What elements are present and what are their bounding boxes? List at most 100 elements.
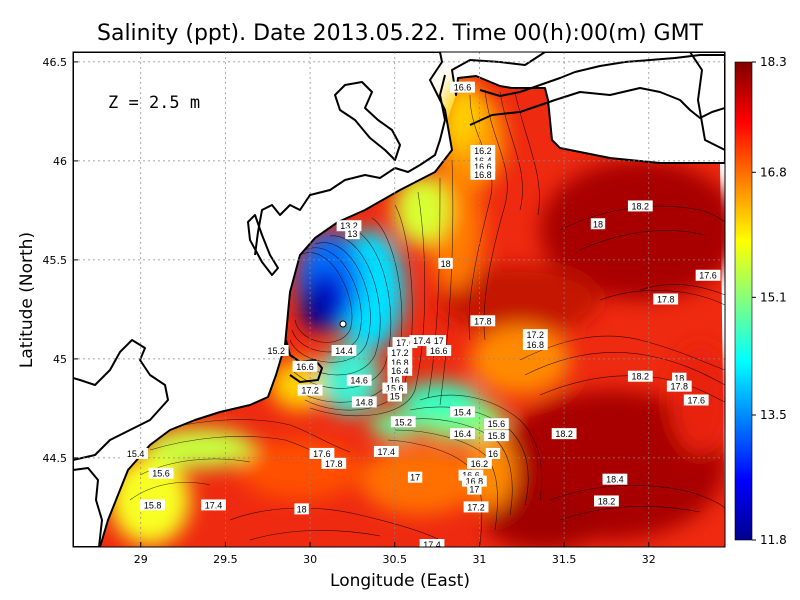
contour-label-text: 15.4 — [127, 449, 145, 459]
contour-label: 15.6 — [148, 467, 174, 479]
x-axis-label: Longitude (East) — [330, 571, 470, 591]
contour-label-bg — [483, 418, 509, 430]
x-tick-label: 32 — [642, 553, 656, 566]
contour-label: 17.2 — [297, 384, 323, 396]
contour-label: 17.2 — [463, 501, 489, 513]
x-tick-label: 30 — [303, 553, 317, 566]
contour-label-bg — [590, 218, 606, 230]
contour-label-bg — [461, 475, 487, 487]
coastline-inland-2 — [73, 467, 103, 547]
contour-label-text: 17 — [434, 336, 444, 346]
contour-label-text: 17.8 — [474, 316, 492, 326]
colorbar-tick-label: 15.1 — [760, 290, 787, 304]
colorbar-gradient — [734, 61, 753, 541]
contour-label: 14.8 — [351, 396, 377, 408]
x-tick-label: 29.5 — [213, 553, 238, 566]
contour-label: 15.6 — [382, 382, 408, 394]
contour-label: 15.2 — [263, 344, 289, 356]
contour-label-text: 17.2 — [391, 348, 409, 358]
contour-label-text: 18 — [674, 374, 684, 384]
contour-label-text: 15.8 — [488, 431, 506, 441]
colorbar-tick-label: 11.8 — [760, 533, 787, 547]
contour-label-text: 15.2 — [267, 346, 285, 356]
contour-label-text: 17 — [410, 473, 420, 483]
contour-label-text: 16.2 — [474, 146, 492, 156]
contour-label: 18.2 — [627, 200, 653, 212]
contour-label-text: 16 — [488, 449, 498, 459]
contour-label-bg — [392, 337, 418, 349]
contour-label-text: 17 — [469, 485, 479, 495]
contour-label-bg — [485, 447, 501, 459]
y-axis-label: Latitude (North) — [17, 232, 37, 368]
coastline-north-2 — [479, 54, 725, 97]
lagoon-sasyk — [247, 214, 279, 276]
contour-label-text: 15 — [390, 392, 400, 402]
contour-label-text: 15.4 — [454, 407, 472, 417]
contour-label-text: 15.6 — [488, 419, 506, 429]
contour-label-bg — [148, 467, 174, 479]
contour-label-bg — [321, 457, 347, 469]
map-plot-area: 16.616.216.416.616.818.21813.2131817.617… — [73, 52, 725, 547]
contour-label: 16.8 — [387, 356, 413, 368]
contour-label-bg — [387, 390, 402, 402]
colorbar-tick-label: 16.8 — [760, 165, 787, 179]
y-axis-ticks: 44.5 45 45.5 46 46.5 — [43, 56, 78, 465]
contour-label-text: 17.2 — [467, 502, 485, 512]
contour-label-bg — [263, 344, 289, 356]
isohalines — [129, 89, 725, 546]
contour-label-text: 18.2 — [598, 496, 616, 506]
contour-label-text: 17.6 — [313, 449, 331, 459]
contour-label: 15.8 — [140, 499, 165, 511]
contour-label-text: 15.8 — [144, 500, 162, 510]
contour-label: 17.4 — [373, 445, 399, 457]
contour-label: 18 — [590, 218, 606, 230]
contour-label-bg — [463, 501, 489, 513]
contour-labels: 16.616.216.416.616.818.21813.2131817.617… — [123, 81, 721, 547]
contour-label-bg — [373, 445, 399, 457]
contour-label-bg — [467, 483, 482, 495]
contour-label-text: 16.8 — [466, 477, 484, 487]
contour-label-bg — [450, 81, 475, 93]
plot-frame — [72, 51, 726, 548]
contour-label-text: 17.4 — [413, 336, 431, 346]
contour-label-bg — [292, 360, 318, 372]
contour-label-bg — [695, 269, 721, 281]
x-axis-ticks: 29 29.5 30 30.5 31 31.5 32 — [134, 542, 656, 566]
coastline-estuary — [334, 81, 401, 161]
contour-label-bg — [483, 430, 509, 442]
y-tick-label: 45.5 — [43, 254, 68, 267]
x-tick-label: 31.5 — [552, 553, 577, 566]
contour-label-bg — [387, 356, 413, 368]
contour-label-text: 16.2 — [471, 459, 489, 469]
contour-label: 18.2 — [551, 428, 577, 440]
contour-label-text: 18 — [297, 504, 307, 514]
contour-label-text: 13.2 — [340, 221, 358, 231]
contour-label: 16 — [485, 447, 501, 459]
contour-label-bg — [426, 344, 452, 356]
contour-label: 17 — [407, 471, 423, 483]
coastline-lagoon — [254, 74, 446, 256]
contour-label-text: 18.2 — [632, 372, 650, 382]
coastline-danube-lagoon — [285, 339, 323, 383]
contour-label-bg — [297, 384, 323, 396]
contour-label-bg — [419, 539, 445, 547]
contour-label-bg — [201, 499, 226, 511]
contour-label-text: 18.4 — [606, 475, 624, 485]
contour-label-text: 18 — [593, 219, 603, 229]
contour-label: 15.4 — [450, 406, 475, 418]
contour-label: 17.4 — [409, 335, 435, 347]
y-tick-label: 46.5 — [43, 56, 68, 69]
contour-label: 18.4 — [602, 473, 628, 485]
contour-label: 16.4 — [450, 428, 475, 440]
contour-label-bg — [672, 372, 687, 384]
contour-label: 15.4 — [123, 447, 149, 459]
contour-label-bg — [627, 370, 653, 382]
contour-label-bg — [470, 315, 496, 327]
contour-label-bg — [345, 228, 360, 240]
contour-label-bg — [387, 346, 413, 358]
contour-label-bg — [458, 469, 484, 481]
contour-label-text: 17.8 — [325, 459, 343, 469]
contour-label-bg — [387, 364, 413, 376]
x-tick-label: 29 — [134, 553, 148, 566]
